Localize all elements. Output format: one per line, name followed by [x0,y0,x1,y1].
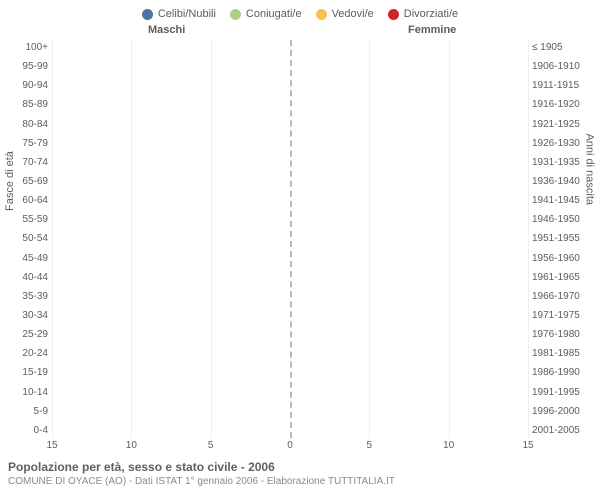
legend-label: Celibi/Nubili [158,8,216,20]
x-tick: 10 [126,440,137,451]
x-tick: 15 [522,440,533,451]
age-label: 80-84 [8,119,48,130]
year-label: 1946-1950 [532,214,592,225]
chart-subtitle: COMUNE DI OYACE (AO) - Dati ISTAT 1° gen… [8,476,592,487]
x-tick: 15 [46,440,57,451]
bar-row [52,174,528,191]
age-label: 25-29 [8,329,48,340]
age-label: 90-94 [8,80,48,91]
bar-row [52,268,528,285]
year-label: 1966-1970 [532,291,592,302]
year-label: 1971-1975 [532,310,592,321]
age-labels: 100+95-9990-9485-8980-8475-7970-7465-696… [8,40,52,438]
age-label: 55-59 [8,214,48,225]
year-label: 1986-1990 [532,367,592,378]
year-label: 1916-1920 [532,99,592,110]
x-tick: 5 [367,440,373,451]
legend-label: Vedovi/e [332,8,374,20]
year-label: 1906-1910 [532,61,592,72]
bars-area [52,40,528,438]
bar-row [52,80,528,97]
year-label: 1991-1995 [532,387,592,398]
age-label: 10-14 [8,387,48,398]
year-labels: ≤ 1905 1906-1910 1911-1915 1916-1920 1921-19… [528,40,592,438]
age-label: 85-89 [8,99,48,110]
bar-row [52,136,528,153]
x-tick: 5 [208,440,214,451]
legend-item: Divorziati/e [388,8,458,20]
bar-row [52,193,528,210]
bar-row [52,419,528,436]
bar-row [52,400,528,417]
age-label: 50-54 [8,233,48,244]
age-label: 40-44 [8,272,48,283]
population-pyramid-chart: Celibi/Nubili Coniugati/e Vedovi/e Divorzia… [0,0,600,500]
legend-item: Celibi/Nubili [142,8,216,20]
age-label: 20-24 [8,348,48,359]
year-label: 1976-1980 [532,329,592,340]
y-axis-label-right: Anni di nascita [584,133,596,205]
legend-label: Coniugati/e [246,8,302,20]
bar-row [52,249,528,266]
bar-row [52,325,528,342]
legend: Celibi/Nubili Coniugati/e Vedovi/e Divorzia… [8,8,592,20]
bar-row [52,42,528,59]
bar-row [52,212,528,229]
year-label: ≤ 1905 [532,42,592,53]
chart-title: Popolazione per età, sesso e stato civil… [8,460,592,474]
year-label: 1981-1985 [532,348,592,359]
bar-row [52,155,528,172]
bar-row [52,362,528,379]
year-label: 1956-1960 [532,253,592,264]
bar-row [52,381,528,398]
year-label: 1996-2000 [532,406,592,417]
age-label: 95-99 [8,61,48,72]
age-label: 45-49 [8,253,48,264]
legend-swatch [388,9,399,20]
x-axis: 15 10 5 0 5 10 15 [8,440,592,454]
column-titles: Maschi Femmine [8,24,592,38]
year-label: 1911-1915 [532,80,592,91]
legend-swatch [230,9,241,20]
female-title: Femmine [408,24,456,36]
x-tick: 0 [287,440,293,451]
bar-row [52,306,528,323]
age-label: 5-9 [8,406,48,417]
age-label: 75-79 [8,138,48,149]
year-label: 1951-1955 [532,233,592,244]
age-label: 100+ [8,42,48,53]
age-label: 15-19 [8,367,48,378]
legend-swatch [142,9,153,20]
year-label: 2001-2005 [532,425,592,436]
plot-area: Fasce di età Anni di nascita 100+95-9990… [8,40,592,438]
bar-row [52,117,528,134]
bar-row [52,230,528,247]
bar-row [52,287,528,304]
bar-row [52,344,528,361]
bar-row [52,99,528,116]
legend-item: Coniugati/e [230,8,302,20]
legend-label: Divorziati/e [404,8,458,20]
legend-item: Vedovi/e [316,8,374,20]
bar-row [52,61,528,78]
age-label: 35-39 [8,291,48,302]
x-tick: 10 [443,440,454,451]
year-label: 1961-1965 [532,272,592,283]
x-ticks: 15105051015 [52,440,528,454]
y-axis-label-left: Fasce di età [4,151,16,211]
age-label: 30-34 [8,310,48,321]
age-label: 0-4 [8,425,48,436]
year-label: 1921-1925 [532,119,592,130]
legend-swatch [316,9,327,20]
male-title: Maschi [148,24,185,36]
